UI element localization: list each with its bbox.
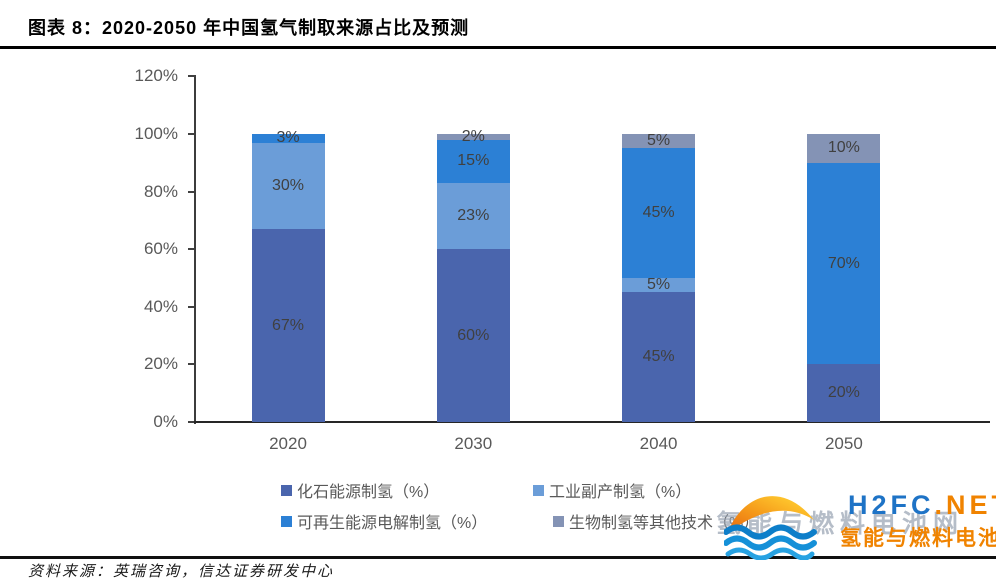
bar-segment — [436, 139, 510, 183]
bar-value-label: 45% — [642, 348, 675, 366]
footer-rule — [0, 556, 996, 559]
y-axis-tick-mark — [188, 421, 196, 423]
legend-label: 化石能源制氢（%） — [297, 484, 440, 501]
x-axis-line — [194, 421, 990, 423]
bar-segment — [622, 134, 696, 149]
y-axis-tick-mark — [188, 363, 196, 366]
chart-canvas: 0% 20% 40% 60% 80% 100% 120% 2020 2030 2040 2050 67… — [134, 66, 990, 532]
x-axis-category-label: 2020 — [269, 434, 307, 453]
watermark-brand-orange: .NET — [934, 490, 996, 520]
bar-value-label: 45% — [642, 204, 675, 222]
watermark-brand: H2FC.NET — [848, 490, 996, 521]
source-note: 资料来源：英瑞咨询，信达证券研发中心 — [28, 564, 335, 580]
bar-value-label: 70% — [827, 254, 860, 272]
bar-segment — [622, 148, 696, 278]
y-axis-tick-label: 20% — [143, 354, 178, 374]
watermark: 氢能与燃料电池网 H2FC.NET 氢能与燃料电池网 — [688, 482, 996, 566]
legend-item-3: 可再生能源电解制氢（%） — [281, 511, 488, 532]
y-axis-tick-mark — [188, 248, 196, 251]
bar-segment — [436, 182, 510, 250]
legend-label: 工业副产制氢（%） — [549, 484, 692, 501]
bar-value-label: 10% — [827, 139, 860, 157]
title-underline-rule — [0, 46, 996, 49]
bar-value-label: 20% — [827, 384, 860, 402]
bar-value-label: 5% — [647, 132, 671, 150]
legend-item-1: 化石能源制氢（%） — [281, 480, 440, 501]
y-axis-tick-label: 60% — [143, 239, 178, 259]
watermark-subtitle: 氢能与燃料电池网 — [840, 527, 996, 550]
watermark-brand-blue: H2FC — [848, 490, 935, 520]
y-axis-tick-label: 80% — [143, 181, 178, 201]
legend-label: 可再生能源电解制氢（%） — [297, 515, 488, 532]
legend-label: 生物制氢等其他技术（%） — [569, 515, 760, 532]
bar-value-label: 15% — [457, 152, 490, 170]
y-axis-tick-mark — [188, 305, 196, 308]
x-axis-category-label: 2050 — [824, 434, 863, 453]
bar-value-label: 23% — [457, 207, 490, 225]
bar-segment — [807, 162, 881, 365]
bar-segment — [622, 292, 696, 422]
bar-segment — [251, 142, 325, 230]
bar-segment — [807, 134, 881, 163]
sun-over-waves-logo-icon — [724, 496, 817, 560]
x-axis-category-label: 2030 — [454, 434, 493, 453]
bar-segment — [251, 134, 325, 143]
legend-marker-icon — [553, 515, 564, 527]
legend-marker-icon — [281, 515, 292, 527]
legend-marker-icon — [533, 484, 544, 496]
x-axis-category-label: 2040 — [639, 434, 678, 453]
y-axis-line — [194, 77, 196, 424]
bar-segment — [807, 364, 881, 422]
bar-value-label: 67% — [271, 316, 305, 334]
y-axis-tick-label: 40% — [143, 296, 178, 316]
y-axis-tick-label: 100% — [134, 124, 178, 143]
bar-value-label: 5% — [647, 276, 671, 294]
y-axis-tick-label: 120% — [134, 66, 178, 86]
bar-segment — [436, 249, 510, 422]
y-axis-tick-mark — [188, 75, 196, 78]
bar-value-label: 3% — [276, 129, 300, 147]
y-axis-tick-mark — [188, 190, 196, 193]
figure-title: 图表 8：2020-2050 年中国氢气制取来源占比及预测 — [28, 18, 470, 38]
legend-item-2: 工业副产制氢（%） — [533, 480, 692, 501]
bar-value-label: 2% — [461, 127, 485, 145]
legend-marker-icon — [281, 484, 292, 496]
bar-segment — [622, 278, 696, 293]
bar-value-label: 60% — [457, 326, 490, 344]
bar-segment — [251, 229, 325, 422]
legend-item-4: 生物制氢等其他技术（%） — [553, 511, 760, 532]
y-axis-tick-label: 0% — [153, 412, 178, 431]
y-axis-tick-mark — [188, 133, 196, 135]
bar-segment — [436, 134, 510, 140]
bar-value-label: 30% — [271, 176, 305, 194]
